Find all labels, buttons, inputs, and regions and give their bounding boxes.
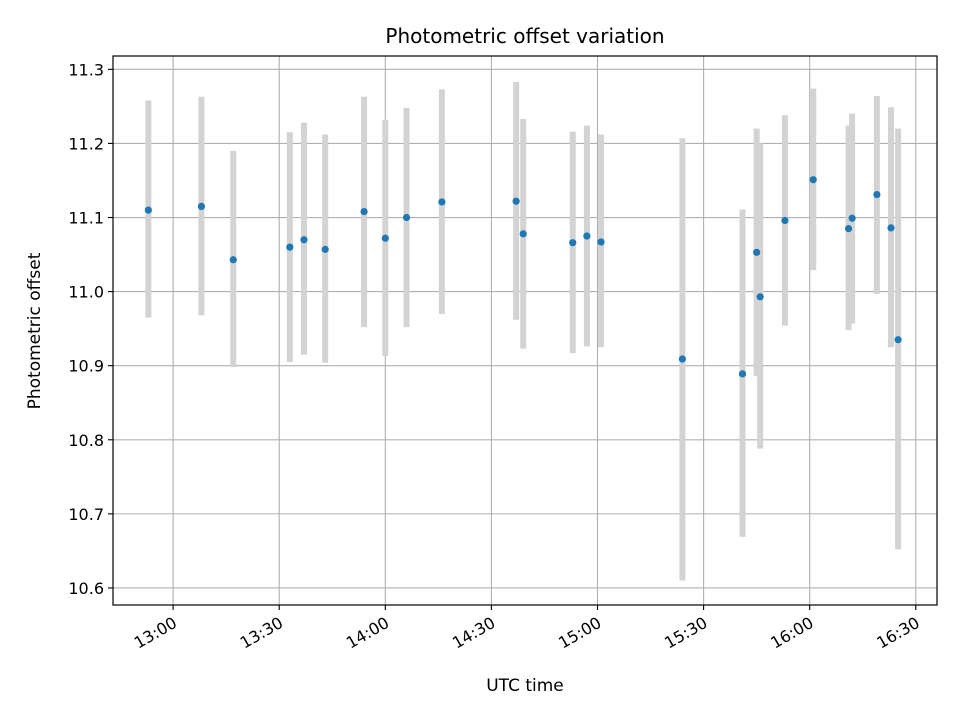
y-tick-label: 11.0 <box>68 283 104 302</box>
y-tick-label: 10.8 <box>68 431 104 450</box>
data-point <box>381 234 389 242</box>
y-tick-label: 11.1 <box>68 209 104 228</box>
data-point <box>360 207 368 216</box>
data-point <box>738 370 747 378</box>
data-points <box>144 176 902 378</box>
data-point <box>519 230 527 238</box>
x-axis-title: UTC time <box>486 676 564 696</box>
data-point <box>597 238 605 246</box>
y-tick-label: 10.9 <box>68 357 104 376</box>
y-tick-label: 11.2 <box>68 134 104 153</box>
data-point <box>887 224 895 232</box>
data-point <box>197 202 206 211</box>
y-axis-ticks: 10.6 10.7 10.8 10.9 11.0 11.1 11.2 11.3 <box>68 60 113 598</box>
data-point <box>402 213 411 222</box>
data-point <box>321 245 329 253</box>
data-point <box>678 355 686 363</box>
data-point <box>781 216 789 225</box>
data-point <box>569 239 577 247</box>
chart-title: Photometric offset variation <box>385 24 664 48</box>
y-axis-title: Photometric offset <box>25 252 45 409</box>
y-tick-label: 10.7 <box>68 505 104 524</box>
data-point <box>512 197 520 205</box>
data-point <box>300 236 308 244</box>
y-tick-label: 10.6 <box>68 579 104 598</box>
data-point <box>583 232 591 240</box>
data-point <box>286 243 294 251</box>
data-point <box>753 248 761 256</box>
data-point <box>144 206 152 214</box>
data-point <box>438 198 446 206</box>
data-point <box>809 176 817 184</box>
plot-frame <box>112 55 938 606</box>
y-tick-label: 11.3 <box>68 60 104 79</box>
data-point <box>844 225 853 233</box>
data-point <box>894 336 902 344</box>
data-point <box>873 190 881 199</box>
data-point <box>848 214 856 222</box>
data-point <box>229 256 237 264</box>
data-point <box>756 293 764 301</box>
